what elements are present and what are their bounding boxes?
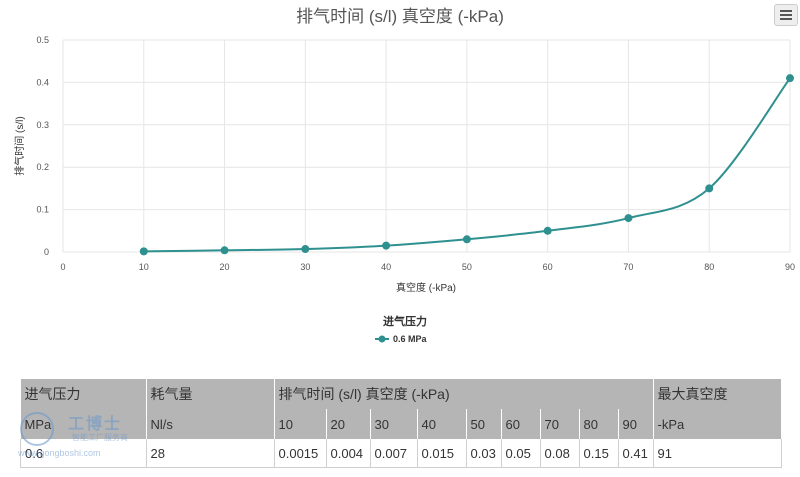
x-tick-label: 10: [139, 262, 149, 272]
data-point: [382, 241, 391, 250]
x-axis-title: 真空度 (-kPa): [396, 281, 456, 294]
x-tick-label: 0: [60, 262, 65, 272]
header-vacuum-level: 10: [274, 409, 327, 439]
header-vacuum-level: 50: [466, 409, 502, 439]
legend-label: 0.6 MPa: [393, 334, 428, 344]
data-point: [624, 214, 633, 223]
grid: [62, 39, 791, 253]
spec-table: 进气压力 耗气量 排气时间 (s/l) 真空度 (-kPa) 最大真空度 MPa…: [20, 379, 782, 468]
x-tick-label: 50: [462, 262, 472, 272]
header-vacuum-level: 70: [540, 409, 580, 439]
line-chart: 0 10 20 30 40 50 60 70 80 90 0 0.1 0.2 0.3 0.4 0.5 真空度…: [13, 35, 795, 344]
table-cell: 0.6: [20, 439, 147, 468]
x-tick-label: 70: [623, 262, 633, 272]
hamburger-menu-icon-bar: [780, 14, 792, 16]
y-tick-label: 0.3: [36, 120, 49, 130]
y-axis-title: 排气时间 (s/l): [13, 116, 26, 175]
hamburger-menu-icon-bar: [780, 18, 792, 20]
data-point: [786, 74, 794, 83]
y-axis-ticks: 0 0.1 0.2 0.3 0.4 0.5: [36, 35, 49, 257]
y-tick-label: 0.1: [36, 205, 49, 215]
legend-item[interactable]: 0.6 MPa: [375, 334, 428, 344]
x-tick-label: 60: [543, 262, 553, 272]
table-cell: 0.08: [540, 439, 580, 468]
header-inlet-pressure: 进气压力: [20, 379, 147, 409]
table-cell: 0.41: [618, 439, 654, 468]
data-point: [301, 245, 310, 254]
table-cell: 28: [146, 439, 275, 468]
table-cell: 0.05: [501, 439, 541, 468]
y-tick-label: 0.5: [36, 35, 49, 45]
legend-marker-symbol: [378, 335, 386, 343]
header-vacuum-level: 30: [370, 409, 418, 439]
legend-title: 进气压力: [383, 314, 427, 328]
data-point: [462, 235, 471, 244]
table-cell: 0.007: [370, 439, 418, 468]
series-layer: [139, 74, 794, 256]
y-tick-label: 0.4: [36, 77, 49, 87]
x-axis-ticks: 0 10 20 30 40 50 60 70 80 90: [60, 262, 795, 272]
table-header-row-1: 进气压力 耗气量 排气时间 (s/l) 真空度 (-kPa) 最大真空度: [20, 379, 782, 409]
data-point: [139, 247, 148, 256]
y-tick-label: 0: [44, 247, 49, 257]
data-point: [705, 184, 714, 193]
table-cell: 0.15: [579, 439, 619, 468]
table-cell: 0.0015: [274, 439, 327, 468]
table-row: 0.6 28 0.0015 0.004 0.007 0.015 0.03 0.0…: [20, 439, 782, 468]
x-tick-label: 90: [785, 262, 795, 272]
table-cell: 91: [653, 439, 782, 468]
data-point: [220, 246, 229, 255]
table-cell: 0.03: [466, 439, 502, 468]
chart-title: 排气时间 (s/l) 真空度 (-kPa): [296, 7, 504, 26]
y-tick-label: 0.2: [36, 162, 49, 172]
chart-menu-button[interactable]: [774, 4, 798, 26]
hamburger-menu-icon: [780, 10, 792, 12]
x-tick-label: 80: [704, 262, 714, 272]
header-exhaust-time: 排气时间 (s/l) 真空度 (-kPa): [274, 379, 654, 409]
header-max-vacuum: 最大真空度: [653, 379, 782, 409]
x-tick-label: 40: [381, 262, 391, 272]
table-header-row-2: MPa Nl/s 10 20 30 40 50 60 70 80 90 -kPa: [20, 409, 782, 439]
header-vacuum-level: 80: [579, 409, 619, 439]
header-vacuum-level: 40: [417, 409, 467, 439]
header-air-consumption: 耗气量: [146, 379, 275, 409]
header-unit: Nl/s: [146, 409, 275, 439]
x-tick-label: 30: [300, 262, 310, 272]
table-cell: 0.004: [326, 439, 371, 468]
header-unit: -kPa: [653, 409, 782, 439]
header-vacuum-level: 60: [501, 409, 541, 439]
header-vacuum-level: 20: [326, 409, 371, 439]
data-point: [543, 226, 552, 235]
x-tick-label: 20: [220, 262, 230, 272]
header-unit: MPa: [20, 409, 147, 439]
series-line: [143, 77, 791, 253]
header-vacuum-level: 90: [618, 409, 654, 439]
table-cell: 0.015: [417, 439, 467, 468]
